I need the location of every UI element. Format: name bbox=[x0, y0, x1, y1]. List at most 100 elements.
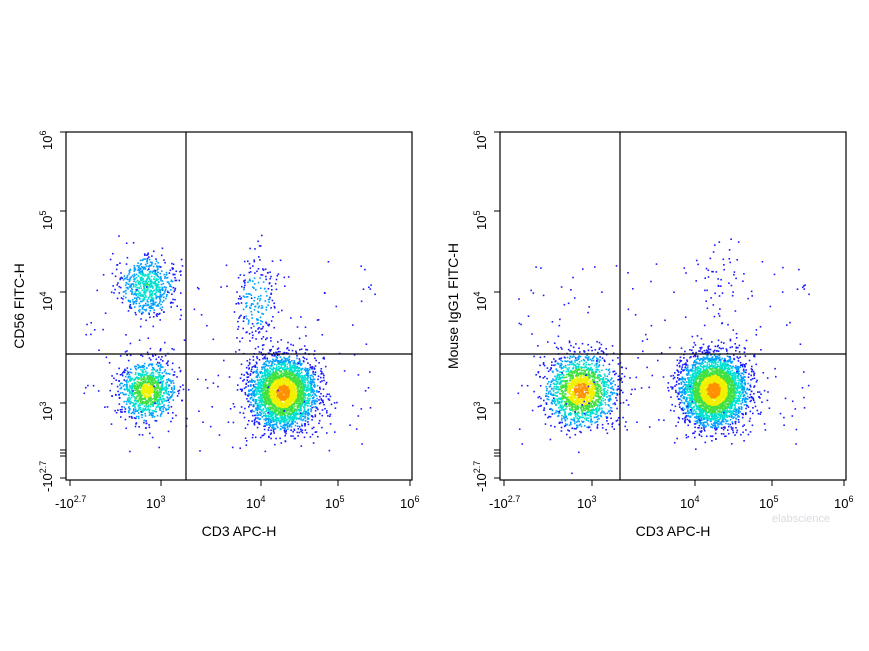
event-dot bbox=[278, 390, 281, 392]
event-dot bbox=[259, 393, 261, 396]
event-dot bbox=[244, 279, 246, 281]
event-dot bbox=[286, 405, 289, 408]
event-dot bbox=[304, 397, 307, 399]
event-dot bbox=[312, 370, 314, 373]
event-dot bbox=[138, 281, 141, 283]
event-dot bbox=[314, 399, 316, 401]
event-dot bbox=[248, 367, 250, 369]
event-dot bbox=[307, 376, 309, 378]
event-dot bbox=[154, 292, 157, 295]
event-dot bbox=[154, 283, 157, 286]
event-dot bbox=[128, 411, 130, 414]
event-dot bbox=[244, 284, 246, 287]
event-dot bbox=[281, 385, 284, 388]
event-dot bbox=[264, 356, 266, 358]
event-dot bbox=[293, 368, 296, 371]
event-dot bbox=[160, 380, 163, 383]
event-dot bbox=[139, 259, 142, 262]
event-dot bbox=[280, 364, 282, 366]
event-dot bbox=[146, 299, 149, 301]
event-dot bbox=[277, 400, 279, 402]
event-dot bbox=[280, 421, 283, 423]
event-dot bbox=[267, 419, 270, 421]
event-dot bbox=[167, 281, 170, 283]
event-dot bbox=[317, 408, 319, 411]
event-dot bbox=[152, 286, 154, 288]
event-dot bbox=[149, 408, 151, 411]
event-dot bbox=[281, 411, 283, 414]
event-dot bbox=[301, 431, 304, 434]
event-dot bbox=[289, 404, 291, 407]
event-dot bbox=[265, 422, 268, 425]
event-dot bbox=[265, 415, 267, 417]
event-dot bbox=[288, 368, 290, 370]
event-dot bbox=[140, 318, 142, 320]
event-dot bbox=[290, 369, 293, 371]
event-dot bbox=[258, 351, 261, 353]
event-dot bbox=[147, 301, 149, 303]
event-dot bbox=[252, 359, 255, 361]
event-dot bbox=[145, 394, 147, 396]
event-dot bbox=[261, 305, 263, 307]
event-dot bbox=[246, 296, 249, 298]
event-dot bbox=[303, 412, 305, 415]
event-dot bbox=[268, 389, 271, 392]
event-dot bbox=[273, 305, 276, 308]
event-dot bbox=[306, 374, 308, 377]
event-dot bbox=[243, 387, 246, 390]
event-dot bbox=[139, 390, 142, 393]
event-dot bbox=[145, 409, 148, 411]
event-dot bbox=[287, 389, 290, 392]
event-dot bbox=[292, 422, 294, 425]
event-dot bbox=[126, 370, 129, 373]
event-dot bbox=[265, 369, 267, 371]
event-dot bbox=[253, 299, 255, 302]
event-dot bbox=[258, 402, 260, 404]
event-dot bbox=[150, 264, 152, 267]
event-dot bbox=[284, 401, 287, 403]
event-dot bbox=[270, 368, 273, 370]
event-dot bbox=[259, 299, 261, 302]
event-dot bbox=[286, 357, 288, 360]
event-dot bbox=[148, 379, 150, 382]
event-dot bbox=[309, 377, 312, 379]
event-dot bbox=[306, 378, 308, 380]
event-dot bbox=[126, 381, 128, 383]
event-dot bbox=[271, 373, 274, 375]
event-dot bbox=[266, 384, 268, 386]
event-dot bbox=[328, 393, 330, 396]
event-dot bbox=[276, 359, 279, 362]
event-dot bbox=[295, 384, 298, 387]
event-dot bbox=[157, 290, 160, 293]
event-dot bbox=[151, 255, 153, 257]
event-dot bbox=[310, 389, 312, 391]
event-dot bbox=[264, 400, 266, 403]
event-dot bbox=[283, 379, 286, 381]
event-dot bbox=[157, 288, 160, 290]
event-dot bbox=[211, 406, 213, 408]
event-dot bbox=[293, 437, 296, 440]
event-dot bbox=[139, 268, 142, 271]
event-dot bbox=[292, 377, 295, 380]
event-dot bbox=[264, 387, 266, 389]
event-dot bbox=[296, 396, 299, 399]
event-dot bbox=[268, 352, 271, 355]
event-dot bbox=[142, 371, 144, 373]
event-dot bbox=[297, 394, 299, 396]
event-dot bbox=[132, 283, 135, 286]
event-dot bbox=[272, 424, 274, 427]
event-dot bbox=[244, 427, 247, 429]
event-dot bbox=[149, 385, 151, 387]
event-dot bbox=[144, 258, 147, 260]
event-dot bbox=[147, 297, 150, 300]
event-dot bbox=[97, 390, 100, 392]
event-dot bbox=[272, 345, 274, 348]
event-dot bbox=[302, 399, 305, 402]
event-dot bbox=[117, 409, 119, 411]
event-dot bbox=[253, 395, 256, 398]
event-dot bbox=[143, 368, 146, 370]
event-dot bbox=[291, 374, 293, 377]
event-dot bbox=[156, 388, 158, 390]
event-dot bbox=[285, 396, 288, 399]
event-dot bbox=[280, 425, 282, 428]
